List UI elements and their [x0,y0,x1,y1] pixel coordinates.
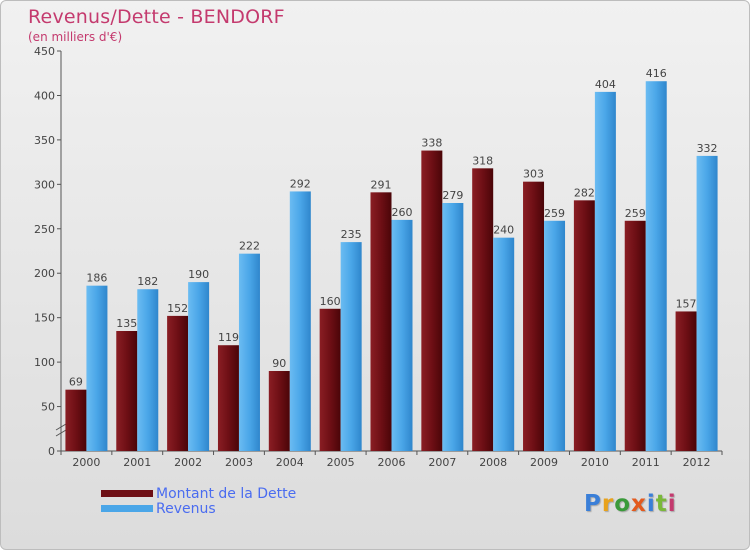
y-tick-label: 150 [34,312,55,325]
value-label-dette: 157 [676,297,697,310]
value-label-revenus: 186 [86,272,107,285]
legend-swatch-revenus [101,505,153,512]
bar-revenus [137,289,159,451]
value-label-dette: 282 [574,186,595,199]
bar-dette [523,181,545,451]
bar-dette [370,192,392,452]
bar-dette [167,315,189,451]
x-tick-label: 2011 [632,456,660,469]
bar-revenus [188,282,210,451]
bar-revenus [391,219,413,451]
bar-revenus [645,81,667,451]
bar-revenus [493,237,515,451]
x-tick-label: 2009 [530,456,558,469]
bar-dette [624,220,646,451]
bar-revenus [442,203,464,451]
bars [65,81,718,452]
y-tick-label: 200 [34,267,55,280]
chart-subtitle: (en milliers d'€) [28,30,123,44]
bar-dette [65,389,87,451]
proxiti-logo: Proxiti [584,491,677,517]
bar-revenus [696,155,718,451]
value-label-dette: 90 [272,357,286,370]
x-tick-label: 2004 [276,456,304,469]
y-tick-label: 50 [41,401,55,414]
logo-letter: i [667,491,677,517]
bar-revenus [594,91,616,451]
x-tick-label: 2008 [479,456,507,469]
x-tick-label: 2002 [174,456,202,469]
value-label-revenus: 260 [392,206,413,219]
logo-letter: x [631,491,647,517]
value-label-revenus: 404 [595,78,616,91]
value-label-dette: 160 [320,295,341,308]
x-tick-label: 2012 [683,456,711,469]
bar-revenus [238,253,260,451]
y-tick-label: 300 [34,178,55,191]
bar-dette [421,150,443,452]
value-label-revenus: 240 [493,224,514,237]
value-label-dette: 303 [523,168,544,181]
value-label-dette: 119 [218,331,239,344]
value-label-revenus: 332 [697,142,718,155]
y-tick-label: 450 [34,45,55,58]
labels: 69 186 135 182 152 190 119 222 90 292 160 235 291 260… [69,67,718,388]
value-label-dette: 135 [116,317,137,330]
bar-dette [319,308,341,451]
bar-revenus [86,285,108,451]
logo-letter: i [646,491,656,517]
bar-dette [217,345,239,451]
value-label-revenus: 182 [137,275,158,288]
value-label-revenus: 235 [341,228,362,241]
x-tick-label: 2003 [225,456,253,469]
value-label-revenus: 222 [239,240,260,253]
x-tick-label: 2005 [327,456,355,469]
y-tick-label: 0 [48,445,55,458]
logo-letter: P [584,491,602,517]
y-tick-label: 350 [34,134,55,147]
value-label-dette: 259 [625,207,646,220]
y-tick-label: 100 [34,356,55,369]
value-label-dette: 291 [371,178,392,191]
x-tick-label: 2010 [581,456,609,469]
bar-dette [116,331,138,451]
value-label-revenus: 292 [290,177,311,190]
legend-label-dette: Montant de la Dette [156,486,297,502]
x-tick-label: 2007 [428,456,456,469]
y-tick-label: 250 [34,223,55,236]
chart-title: Revenus/Dette - BENDORF [28,6,285,28]
value-label-revenus: 259 [544,207,565,220]
value-label-revenus: 279 [442,189,463,202]
legend-label-revenus: Revenus [156,501,216,517]
value-label-dette: 152 [167,302,188,315]
axis-break-mark [55,423,67,431]
value-label-revenus: 190 [188,268,209,281]
bar-revenus [340,242,362,451]
bar-dette [268,371,290,451]
y-tick-label: 400 [34,89,55,102]
x-tick-label: 2000 [72,456,100,469]
logo-letter: r [601,491,615,517]
value-label-revenus: 416 [646,67,667,80]
bar-dette [675,311,697,451]
value-label-dette: 318 [472,154,493,167]
axis-break-mark [55,429,67,437]
x-tick-label: 2001 [123,456,151,469]
x-tick-label: 2006 [378,456,406,469]
value-label-dette: 338 [421,137,442,150]
legend-swatch-dette [101,490,153,497]
logo-letter: o [614,491,632,517]
bar-dette [472,168,494,452]
value-label-dette: 69 [69,376,83,389]
logo-letter: t [655,491,668,517]
bar-dette [573,200,595,451]
bar-revenus [544,220,566,451]
bar-revenus [289,191,311,451]
